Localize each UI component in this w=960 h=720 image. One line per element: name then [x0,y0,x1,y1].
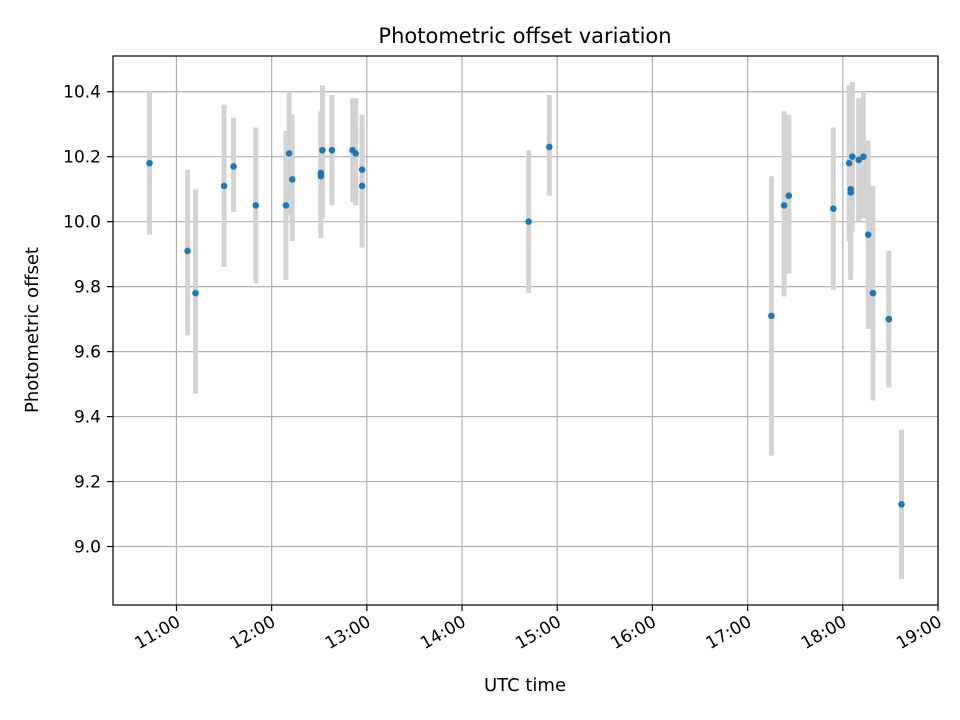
data-point [146,159,153,167]
data-point [847,189,855,196]
data-point [317,172,325,180]
data-point [220,182,228,190]
data-point [288,176,296,183]
data-point [192,289,199,297]
data-point [829,205,837,212]
y-tick-label: 10.4 [63,83,101,103]
y-tick-label: 9.2 [74,473,101,493]
data-point [768,312,775,320]
data-point [849,153,856,161]
data-point [252,202,260,209]
data-point [845,159,853,167]
y-tick-label: 10.2 [63,148,101,168]
y-tick-label: 9.6 [74,343,101,363]
y-tick-label: 9.8 [74,278,101,298]
data-point [352,150,360,157]
data-point [855,156,862,164]
grid [113,56,939,605]
data-point [864,231,872,238]
data-point [328,146,336,154]
data-point [525,218,532,225]
data-point [869,289,877,297]
data-points [146,143,905,508]
data-point [358,182,366,190]
data-point [285,150,293,157]
data-point [898,500,905,508]
y-tick-label: 9.4 [74,408,101,428]
chart-title: Photometric offset variation [378,24,671,48]
y-tick-label: 10.0 [63,213,101,233]
data-point [358,166,366,173]
data-point [780,202,788,209]
data-point [319,146,326,154]
data-point [230,163,237,170]
data-point [184,247,191,255]
data-point [885,315,893,323]
x-axis-label: UTC time [484,675,566,696]
plot-frame [112,55,939,606]
data-point [785,192,793,199]
y-axis-label: Photometric offset [22,247,43,413]
data-point [545,143,553,151]
data-point [860,153,867,161]
y-tick-label: 9.0 [74,538,101,558]
data-point [282,202,290,209]
